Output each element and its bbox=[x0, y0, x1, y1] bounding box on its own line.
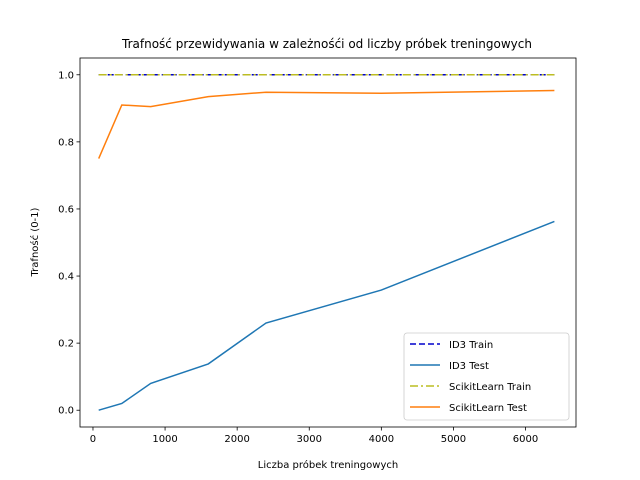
axes-frame bbox=[79, 57, 577, 428]
x-axis: 0 1000 2000 3000 4000 5000 6000 bbox=[90, 427, 538, 445]
y-axis: 0.0 0.2 0.4 0.6 0.8 1.0 bbox=[58, 70, 80, 417]
plot-area: 0 1000 2000 3000 4000 5000 6000 0.00.20.40.60.… bbox=[58, 57, 577, 445]
y-tick-label: 0.8 bbox=[58, 137, 74, 148]
legend-label: ScikitLearn Train bbox=[449, 382, 531, 393]
series-lines bbox=[98, 74, 555, 411]
y-tick-label: 0.4 bbox=[58, 272, 74, 283]
x-tick-label: 5000 bbox=[441, 434, 466, 445]
y-tick-label: 0.0 bbox=[58, 406, 74, 417]
x-tick-label: 1000 bbox=[152, 434, 177, 445]
chart-title: Trafność przewidywania w zależnośći od l… bbox=[121, 37, 532, 51]
legend: ID3 Train ID3 Test ScikitLearn Train Scikit… bbox=[403, 332, 570, 421]
x-tick-label: 3000 bbox=[297, 434, 322, 445]
y-axis-label: Trafność (0-1) bbox=[29, 207, 41, 277]
legend-box bbox=[403, 332, 570, 421]
x-tick-label: 6000 bbox=[513, 434, 538, 445]
y-tick-label: 0.6 bbox=[58, 204, 74, 215]
legend-label: ScikitLearn Test bbox=[449, 403, 527, 414]
x-axis-label: Liczba próbek treningowych bbox=[258, 459, 398, 471]
y-tick-label: 1.0 bbox=[58, 70, 74, 81]
legend-label: ID3 Test bbox=[449, 361, 489, 372]
x-tick-label: 4000 bbox=[369, 434, 394, 445]
series-line-scikitlearn-test bbox=[98, 89, 555, 159]
series-line-id3-test bbox=[98, 220, 555, 411]
legend-label: ID3 Train bbox=[449, 340, 493, 351]
y-tick-label: 0.2 bbox=[58, 339, 74, 350]
x-tick-label: 0 bbox=[90, 434, 96, 445]
legend-entries: ID3 Train ID3 Test ScikitLearn Train Scikit… bbox=[410, 340, 531, 414]
x-tick-label: 2000 bbox=[224, 434, 249, 445]
